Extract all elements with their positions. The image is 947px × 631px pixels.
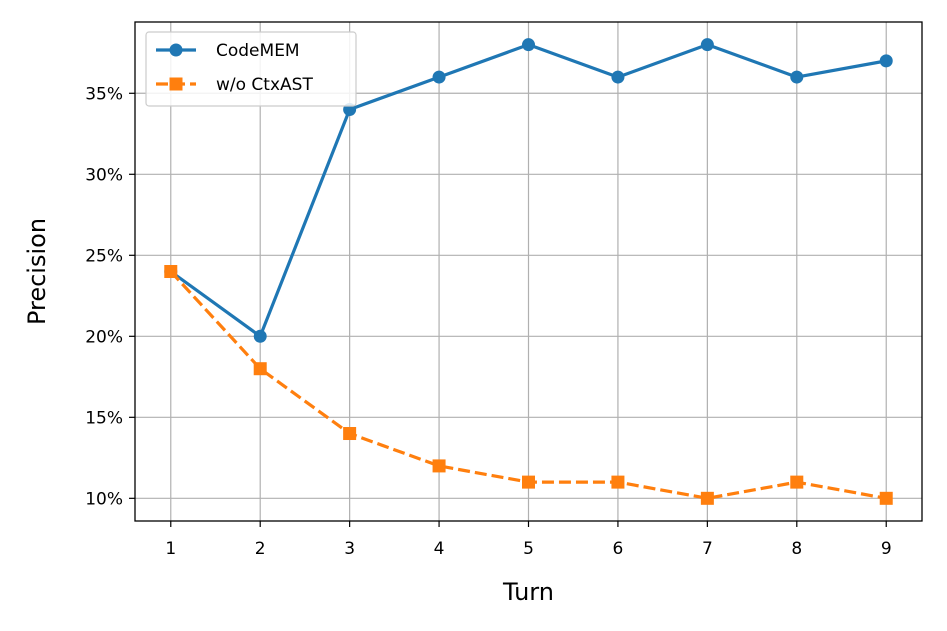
series-layer bbox=[164, 38, 893, 505]
legend-entry: CodeMEM bbox=[156, 41, 300, 61]
legend-marker bbox=[169, 77, 183, 91]
data-point bbox=[611, 475, 625, 489]
data-point bbox=[879, 491, 893, 505]
legend-label: CodeMEM bbox=[216, 41, 300, 61]
y-tick-label: 20% bbox=[85, 327, 123, 347]
x-tick-label: 5 bbox=[523, 539, 534, 559]
series-w-o-ctxast bbox=[164, 265, 893, 505]
legend-marker bbox=[169, 43, 183, 57]
x-tick-label: 9 bbox=[881, 539, 892, 559]
tick-layer: 1 2 3 4 5 6 7 8 9 10% 15% 20% 25% 30% 35% bbox=[85, 84, 891, 559]
x-tick-label: 3 bbox=[344, 539, 355, 559]
data-point bbox=[700, 491, 714, 505]
data-point bbox=[790, 70, 804, 84]
data-point bbox=[432, 459, 446, 473]
data-point bbox=[253, 362, 267, 376]
data-point bbox=[700, 38, 714, 52]
data-point bbox=[611, 70, 625, 84]
y-tick-label: 30% bbox=[85, 165, 123, 185]
legend-label: w/o CtxAST bbox=[216, 75, 313, 95]
data-point bbox=[253, 329, 267, 343]
y-tick-label: 25% bbox=[85, 246, 123, 266]
legend-box bbox=[145, 31, 357, 107]
x-tick-label: 6 bbox=[613, 539, 624, 559]
data-point bbox=[522, 475, 535, 489]
y-axis-label: Precision bbox=[23, 218, 51, 325]
legend-entry: w/o CtxAST bbox=[156, 75, 313, 95]
data-point bbox=[432, 70, 446, 84]
data-point bbox=[790, 475, 804, 489]
x-tick-label: 1 bbox=[165, 539, 176, 559]
data-point bbox=[879, 54, 893, 68]
data-point bbox=[343, 427, 357, 441]
data-point bbox=[522, 38, 535, 52]
data-point bbox=[164, 265, 178, 278]
y-tick-label: 15% bbox=[85, 408, 123, 428]
x-axis-label: Turn bbox=[502, 578, 554, 606]
legend: CodeMEM w/o CtxAST bbox=[145, 31, 357, 107]
y-tick-label: 35% bbox=[85, 84, 123, 104]
x-tick-label: 8 bbox=[791, 539, 802, 559]
x-tick-label: 4 bbox=[434, 539, 445, 559]
x-tick-label: 7 bbox=[702, 539, 713, 559]
y-tick-label: 10% bbox=[85, 489, 123, 509]
x-tick-label: 2 bbox=[255, 539, 266, 559]
